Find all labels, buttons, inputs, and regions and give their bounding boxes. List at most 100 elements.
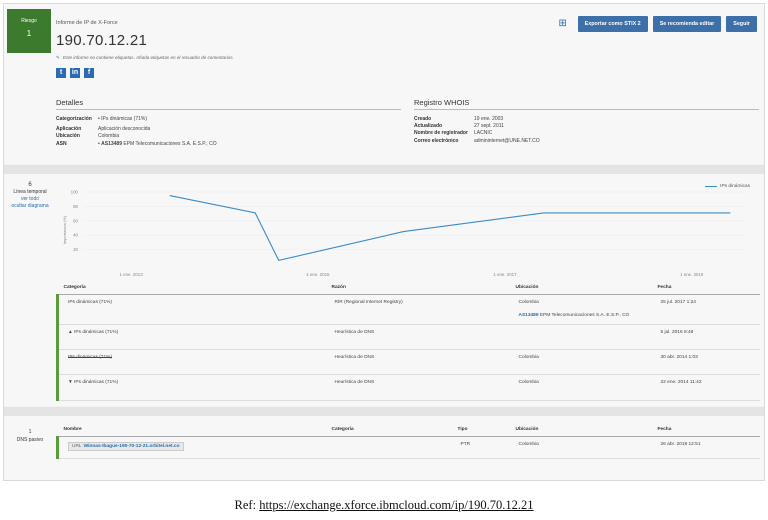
col-date: Fecha	[651, 282, 760, 295]
y-tick-label: 60	[73, 218, 78, 223]
reference-line: Ref: https://exchange.xforce.ibmcloud.co…	[0, 498, 768, 513]
tag-icon[interactable]: ✎	[56, 55, 60, 60]
y-axis-label: Importancia (%)	[62, 215, 67, 244]
tags-note-text: Este informe no contiene etiquetas. Añad…	[62, 55, 234, 60]
asn-value: EPM Telecomunicaciones S.A. E.S.P., CO	[123, 140, 217, 147]
table-row[interactable]: IPs dinámicas (71%) RIR (Regional Intern…	[56, 294, 760, 325]
application-key: Aplicación	[56, 126, 82, 133]
timeline-chart: 100 80 60 40 20 Importancia (%) 1 ene. 2013 1 e…	[62, 190, 746, 277]
report-frame: Riesgo 1 Informe de IP de X-Force 190.70…	[3, 3, 765, 481]
risk-label: Riesgo	[21, 18, 37, 24]
x-tick-label: 1 ene. 2015	[306, 272, 330, 277]
url-link[interactable]: Winnas-Ibague-190-70-12-21.orbitel.net.c…	[83, 443, 180, 449]
see-all-link[interactable]: ver todo	[20, 196, 40, 202]
recommend-edit-button[interactable]: Se recomienda editar	[652, 16, 722, 32]
timeline-sidebar: 6 Línea temporal ver todo ocultar diagra…	[4, 182, 56, 210]
header-actions: ⊞ Exportar como STIX 2 Se recomienda edi…	[556, 16, 757, 32]
email-value: admininternet@UNE.NET.CO	[474, 137, 540, 144]
table-row[interactable]: ▲ IPs dinámicas (71%) Heurística de DNS …	[56, 324, 760, 350]
hide-chart-link[interactable]: ocultar diagrama	[11, 203, 49, 209]
col-reason: Razón	[325, 282, 510, 295]
table-row[interactable]: ▼ IPs dinámicas (71%) Heurística de DNS …	[56, 374, 760, 401]
row-asn-link[interactable]: AS13489	[518, 312, 539, 318]
col-location: Ubicación	[509, 424, 652, 437]
export-stix-button[interactable]: Exportar como STIX 2	[577, 16, 648, 32]
col-date: Fecha	[651, 424, 760, 437]
updated-value: 27 sept. 2011	[474, 123, 504, 130]
follow-button[interactable]: Seguir	[726, 16, 757, 32]
legend-swatch	[705, 185, 718, 188]
col-type: Tipo	[451, 424, 510, 437]
asn-key: ASN	[56, 140, 67, 147]
reference-prefix: Ref:	[234, 498, 257, 512]
facebook-icon[interactable]: f	[84, 68, 94, 78]
row-location: Colombia	[509, 349, 652, 375]
legend-label: IPs dinámicas	[720, 184, 750, 189]
row-reason: Heurística de DNS	[325, 349, 510, 375]
passive-dns-label: DNS pasivo	[16, 437, 44, 443]
registrar-key: Nombre de registrador	[414, 130, 468, 137]
url-prefix: URL	[72, 443, 82, 449]
row-asn-text: EPM Telecomunicaciones S.A. E.S.P., CO	[539, 312, 630, 318]
row-date: 22 ene. 2014 11:42	[651, 374, 760, 401]
add-to-collection-icon[interactable]: ⊞	[558, 18, 567, 29]
row-category: IPs dinámicas (71%)	[56, 349, 326, 375]
whois-title: Registro WHOIS	[414, 98, 470, 107]
email-key: Correo electrónico	[414, 137, 459, 144]
x-tick-label: 1 ene. 2013	[119, 272, 143, 277]
timeline-count: 6	[28, 182, 32, 188]
row-category: IPs dinámicas (71%)	[56, 294, 326, 325]
history-header-row: Categoría Razón Ubicación Fecha	[57, 282, 760, 295]
row-name: URL Winnas-Ibague-190-70-12-21.orbitel.ne…	[56, 436, 326, 459]
row-reason: Heurística de DNS	[325, 374, 510, 401]
report-type: Informe de IP de X-Force	[56, 20, 118, 26]
y-tick-label: 100	[71, 190, 79, 195]
details-title: Detalles	[56, 98, 84, 107]
y-tick-label: 20	[73, 247, 78, 252]
registrar-value: LACNIC	[474, 130, 493, 137]
risk-value: 1	[26, 29, 32, 38]
timeline-label: Línea temporal	[13, 189, 47, 195]
twitter-icon[interactable]: t	[56, 68, 66, 78]
passive-dns-sidebar: 1 DNS pasivo	[4, 428, 56, 444]
x-tick-label: 1 ene. 2017	[493, 272, 517, 277]
row-location: Colombia AS13489 EPM Telecomunicaciones …	[509, 294, 652, 325]
page-title: 190.70.12.21	[56, 32, 148, 49]
social-share: t in f	[56, 68, 94, 78]
x-tick-label: 1 ene. 2019	[680, 272, 704, 277]
row-location	[509, 324, 652, 350]
y-tick-label: 80	[73, 204, 78, 209]
col-location: Ubicación	[509, 282, 652, 295]
row-date: 26 abr. 2019 12:51	[651, 436, 760, 459]
row-category	[325, 436, 452, 459]
row-date: 30 abr. 2014 1:03	[651, 349, 760, 375]
whois-divider	[414, 109, 759, 110]
details-divider	[56, 109, 401, 110]
row-location: Colombia	[509, 436, 652, 459]
location-value: Colombia	[98, 133, 120, 140]
created-value: 19 ene. 2003	[474, 116, 504, 122]
col-category: Categoría	[57, 282, 326, 295]
tags-note: ✎ Este informe no contiene etiquetas. Aña…	[56, 55, 234, 61]
whois-list: Creado 19 ene. 2003 Actualizado 27 sept. 2…	[414, 116, 540, 145]
row-date: 25 jul. 2017 1:24	[651, 294, 760, 325]
linkedin-icon[interactable]: in	[70, 68, 80, 78]
row-location-text: Colombia	[518, 299, 539, 305]
table-row[interactable]: IPs dinámicas (71%) Heurística de DNS Co…	[56, 349, 760, 375]
reference-link[interactable]: https://exchange.xforce.ibmcloud.com/ip/…	[259, 498, 534, 512]
table-row[interactable]: URL Winnas-Ibague-190-70-12-21.orbitel.ne…	[56, 436, 760, 459]
passive-dns-count: 1	[28, 429, 32, 435]
col-name: Nombre	[57, 424, 326, 437]
categorization-key: Categorización	[56, 116, 92, 122]
url-chip[interactable]: URL Winnas-Ibague-190-70-12-21.orbitel.ne…	[68, 441, 184, 451]
categorization-value: IPs dinámicas (71%)	[101, 116, 147, 122]
row-category: ▼ IPs dinámicas (71%)	[56, 374, 326, 401]
row-reason: RIR (Regional Internet Registry)	[325, 294, 510, 325]
section-divider	[4, 407, 764, 416]
series-line-ips-dinamicas	[169, 195, 731, 262]
section-divider	[4, 165, 764, 174]
passive-dns-header-row: Nombre Categoría Tipo Ubicación Fecha	[57, 424, 760, 437]
asn-link[interactable]: AS13489	[101, 140, 122, 147]
row-type: PTR	[451, 436, 510, 459]
report-header: Riesgo 1 Informe de IP de X-Force 190.70…	[4, 4, 764, 164]
